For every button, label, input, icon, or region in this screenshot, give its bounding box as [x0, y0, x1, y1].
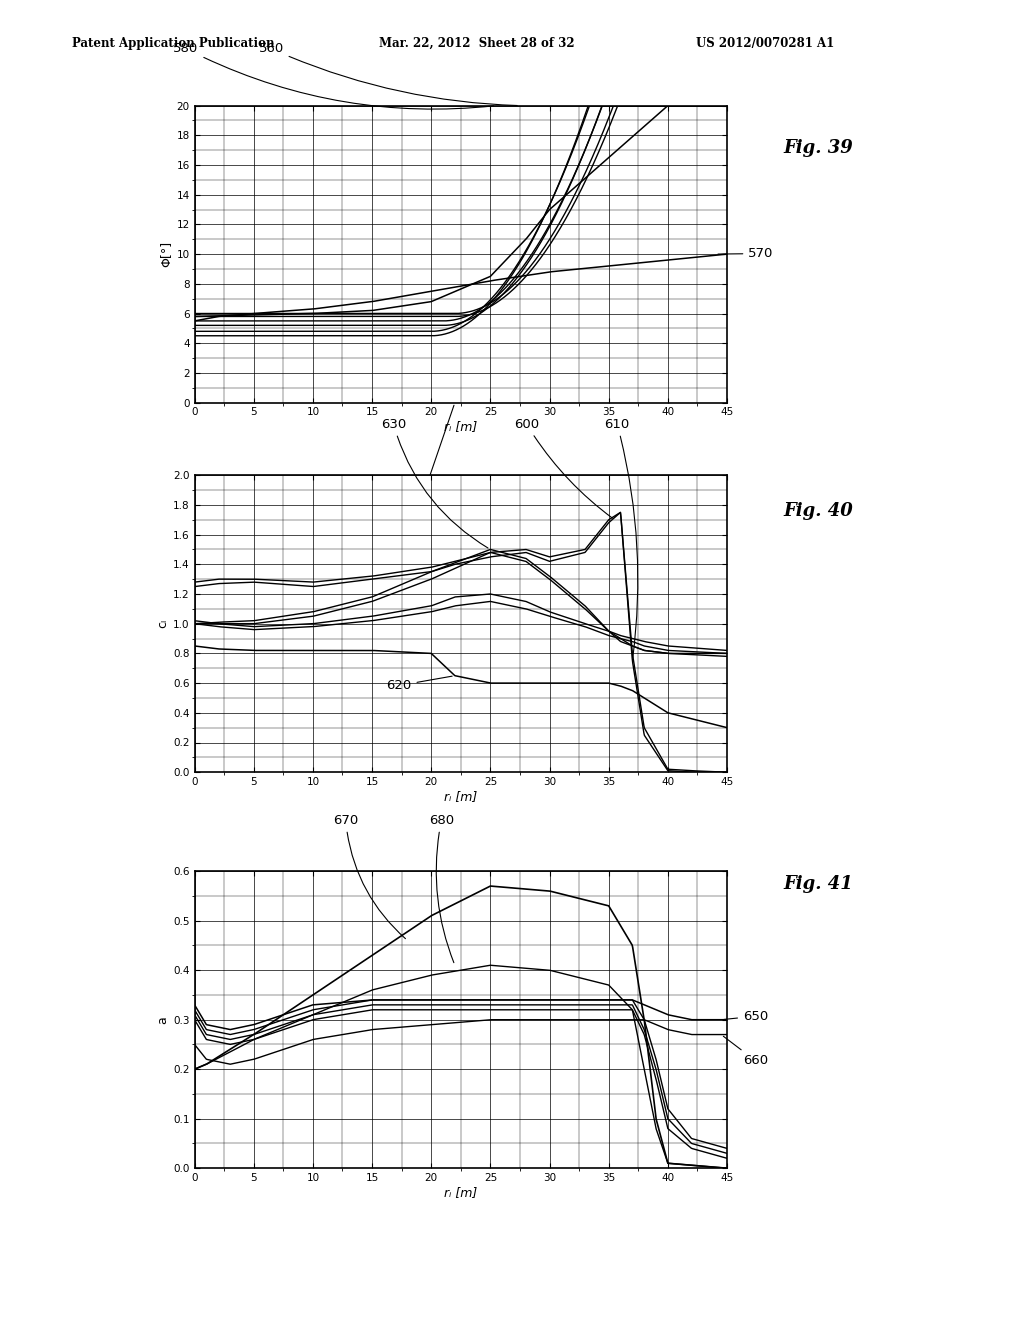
Text: 670: 670 [333, 813, 406, 939]
X-axis label: rᵢ [m]: rᵢ [m] [444, 420, 477, 433]
Text: 620: 620 [386, 676, 453, 692]
Text: Fig. 41: Fig. 41 [783, 875, 853, 894]
Text: 550: 550 [413, 405, 454, 495]
Text: Mar. 22, 2012  Sheet 28 of 32: Mar. 22, 2012 Sheet 28 of 32 [379, 37, 574, 50]
X-axis label: rᵢ [m]: rᵢ [m] [444, 789, 477, 803]
Text: US 2012/0070281 A1: US 2012/0070281 A1 [696, 37, 835, 50]
Text: 660: 660 [723, 1036, 768, 1068]
Text: 580: 580 [173, 42, 494, 110]
Text: 600: 600 [514, 417, 612, 519]
Y-axis label: cₗ: cₗ [156, 619, 169, 628]
X-axis label: rᵢ [m]: rᵢ [m] [444, 1185, 477, 1199]
Y-axis label: a: a [156, 1016, 169, 1023]
Text: Patent Application Publication: Patent Application Publication [72, 37, 274, 50]
Text: 650: 650 [724, 1010, 768, 1023]
Text: 630: 630 [381, 417, 488, 548]
Text: 560: 560 [258, 42, 517, 106]
Y-axis label: Φ[°]: Φ[°] [160, 242, 172, 267]
Text: 680: 680 [429, 813, 454, 962]
Text: Fig. 39: Fig. 39 [783, 139, 853, 157]
Text: 570: 570 [718, 247, 774, 260]
Text: 610: 610 [604, 417, 638, 659]
Text: Fig. 40: Fig. 40 [783, 502, 853, 520]
